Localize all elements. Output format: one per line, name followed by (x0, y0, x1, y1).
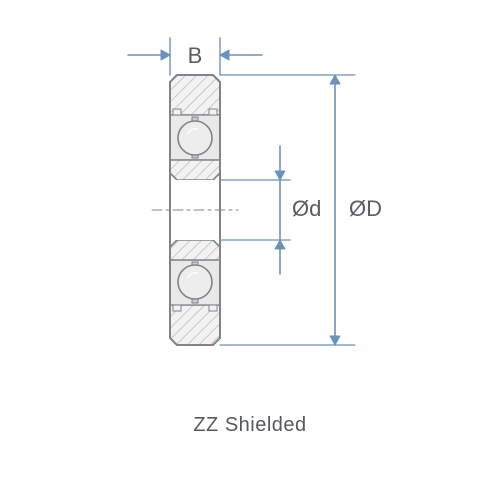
dimension-B: B (128, 38, 262, 75)
label-B: B (188, 43, 203, 68)
diagram-caption: ZZ Shielded (0, 414, 500, 437)
label-d: Ød (292, 196, 321, 221)
label-D: ØD (349, 196, 382, 221)
bearing-diagram: B Ød ØD ZZ Shielded (0, 0, 500, 500)
bearing-cross-section (152, 75, 238, 345)
dimension-d: Ød (220, 146, 321, 274)
